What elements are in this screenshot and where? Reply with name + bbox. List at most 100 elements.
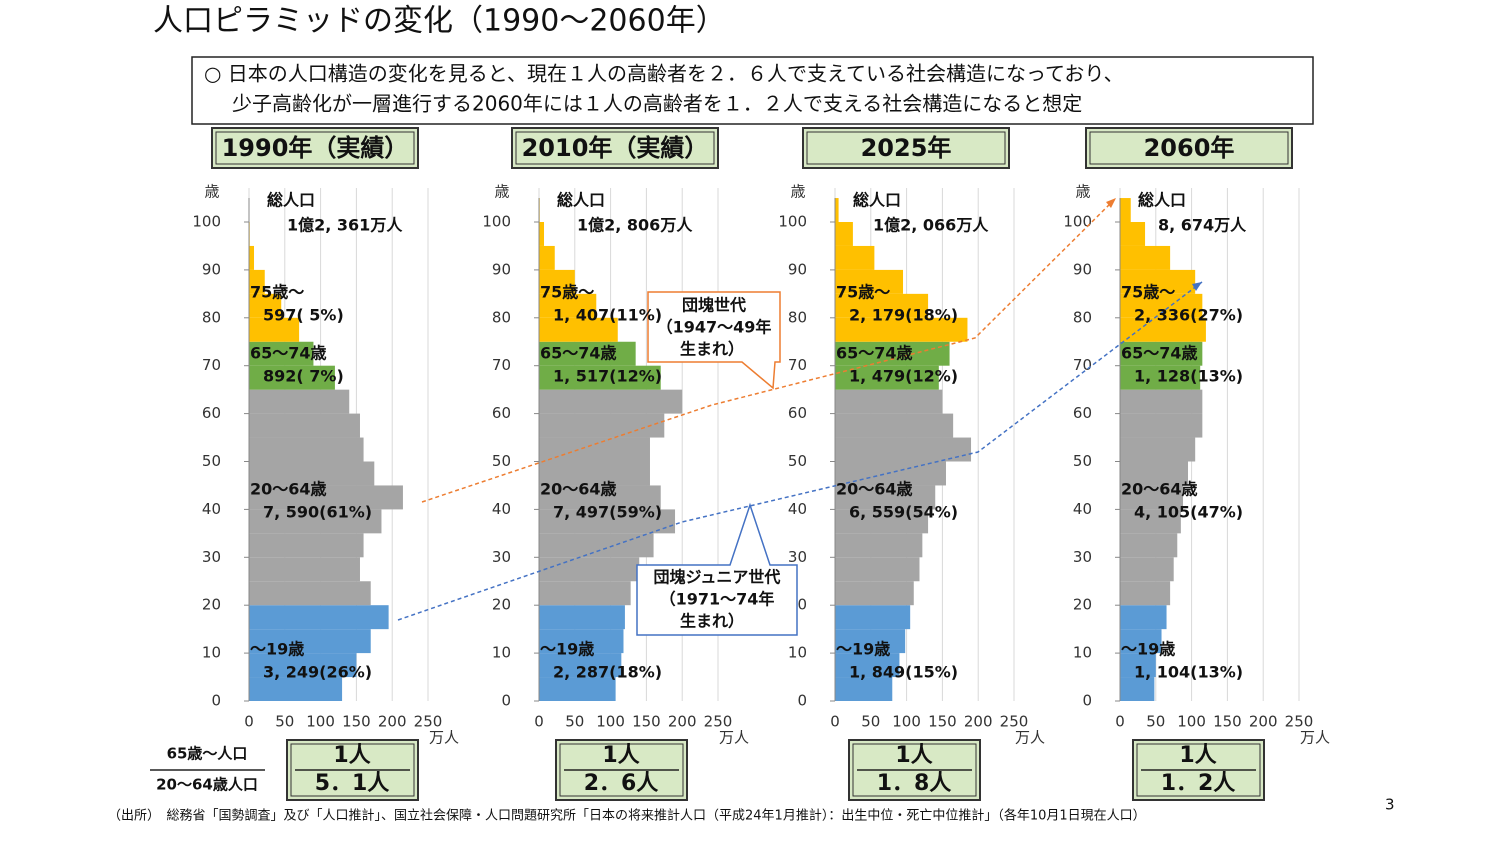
- arrows: [397, 197, 1203, 621]
- total-label: 総人口: [1138, 191, 1186, 210]
- panel-title: 2010年（実績）: [522, 134, 709, 162]
- segment-value: 1, 128(13%): [1134, 367, 1243, 386]
- bar: [1120, 413, 1203, 438]
- segment-name: 65～74歳: [250, 344, 327, 363]
- bar: [1120, 269, 1196, 294]
- panel-title: 2060年: [1144, 134, 1235, 162]
- total-value: 8, 674万人: [1158, 216, 1247, 235]
- segment-value: 1, 479(12%): [849, 367, 958, 386]
- bar: [835, 389, 943, 414]
- panel-header: [802, 127, 1010, 169]
- x-tick-label: 200: [378, 713, 407, 731]
- segment-value: 1, 849(15%): [849, 663, 958, 682]
- y-axis-label: 歳: [1075, 183, 1090, 201]
- y-tick-label: 0: [1082, 692, 1092, 710]
- x-tick-label: 200: [964, 713, 993, 731]
- x-tick-label: 0: [244, 713, 254, 731]
- segment-name: 20～64歳: [540, 480, 617, 499]
- segment-value: 7, 590(61%): [263, 503, 372, 522]
- ratio-top: 1人: [1179, 743, 1216, 768]
- y-tick-label: 10: [492, 644, 511, 662]
- bar: [249, 293, 282, 318]
- bar: [539, 653, 622, 678]
- y-tick-label: 90: [1073, 260, 1092, 278]
- arrow-boomer: [421, 197, 1117, 503]
- bar: [249, 389, 350, 414]
- bar: [539, 677, 616, 701]
- segment-name: 75歳～: [250, 283, 304, 302]
- arrowhead: [1106, 198, 1116, 208]
- y-tick-label: 0: [501, 692, 511, 710]
- y-tick-label: 20: [492, 596, 511, 614]
- bar: [835, 413, 954, 438]
- ratio-bottom: 1．2人: [1161, 771, 1236, 796]
- y-tick-label: 90: [202, 260, 221, 278]
- x-tick-label: 100: [596, 713, 625, 731]
- callout-text: 生まれ）: [680, 340, 744, 359]
- bar: [249, 413, 360, 438]
- y-tick-label: 20: [202, 596, 221, 614]
- bar: [249, 269, 265, 294]
- bar: [835, 509, 929, 534]
- x-tick-label: 200: [1249, 713, 1278, 731]
- segment-name: 65～74歳: [836, 344, 913, 363]
- bar: [1120, 485, 1184, 510]
- bar: [1120, 198, 1131, 222]
- bar: [539, 461, 650, 486]
- bar: [835, 629, 906, 654]
- x-tick-label: 200: [668, 713, 697, 731]
- x-tick-label: 250: [414, 713, 443, 731]
- bar: [1120, 677, 1155, 701]
- ratio-box-inner: [290, 743, 415, 797]
- segment-value: 4, 105(47%): [1134, 503, 1243, 522]
- segment-name: 65～74歳: [540, 344, 617, 363]
- segment-value: 2, 336(27%): [1134, 306, 1243, 325]
- total-label: 総人口: [267, 191, 315, 210]
- bar: [835, 222, 853, 246]
- y-tick-label: 50: [492, 452, 511, 470]
- x-tick-label: 0: [830, 713, 840, 731]
- bar: [249, 653, 357, 678]
- ratio-bottom: 1．8人: [877, 771, 952, 796]
- bar: [835, 269, 904, 294]
- bar: [249, 317, 300, 342]
- x-tick-label: 0: [1115, 713, 1125, 731]
- segment-name: 20～64歳: [836, 480, 913, 499]
- y-tick-label: 70: [788, 356, 807, 374]
- bar: [539, 365, 661, 390]
- bar: [539, 437, 650, 462]
- total-value: 1億2, 806万人: [577, 216, 693, 235]
- arrowhead: [1192, 282, 1202, 291]
- x-tick-label: 250: [704, 713, 733, 731]
- bar: [835, 605, 911, 630]
- total-label: 総人口: [557, 191, 605, 210]
- y-tick-label: 60: [492, 404, 511, 422]
- y-tick-label: 80: [202, 308, 221, 326]
- x-unit: 万人: [1015, 729, 1045, 747]
- bar: [835, 437, 972, 462]
- ratio-bottom: 5．1人: [315, 771, 390, 796]
- bar: [249, 581, 371, 606]
- segment-name: ～19歳: [836, 640, 890, 659]
- bar: [835, 245, 875, 270]
- bar: [539, 317, 618, 342]
- segment-name: 75歳～: [540, 283, 594, 302]
- callout-box: [647, 291, 781, 390]
- bar: [835, 533, 923, 558]
- y-tick-label: 50: [202, 452, 221, 470]
- x-tick-label: 250: [1285, 713, 1314, 731]
- bar: [249, 605, 389, 630]
- x-tick-label: 50: [861, 713, 880, 731]
- bar: [1120, 461, 1189, 486]
- bar: [249, 677, 343, 701]
- y-tick-label: 40: [492, 500, 511, 518]
- segment-value: 1, 517(12%): [553, 367, 662, 386]
- x-tick-label: 150: [928, 713, 957, 731]
- bar: [835, 485, 936, 510]
- bar: [835, 653, 900, 678]
- ratio-bottom: 2．6人: [584, 771, 659, 796]
- bar: [539, 557, 640, 582]
- bar: [1120, 653, 1156, 678]
- bar: [835, 198, 839, 222]
- segment-value: 7, 497(59%): [553, 503, 662, 522]
